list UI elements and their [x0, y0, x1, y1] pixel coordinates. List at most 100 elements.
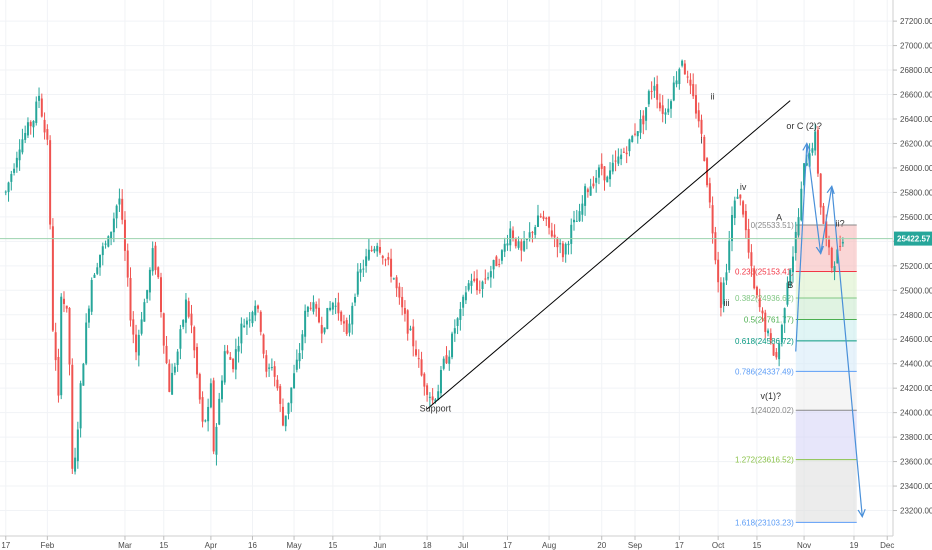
wave-label: i	[701, 135, 703, 145]
candle-body	[82, 363, 85, 386]
candle-body	[204, 420, 207, 422]
y-tick-label: 25200.00	[900, 262, 932, 271]
candle-body	[157, 267, 160, 278]
x-tick-label: 18	[423, 541, 432, 550]
candle-body	[412, 326, 415, 347]
candle-body	[775, 352, 778, 358]
candle-body	[71, 364, 74, 469]
candle-body	[329, 307, 332, 311]
y-tick-label: 27200.00	[900, 17, 932, 26]
wave-label: iii	[723, 298, 729, 308]
candle-body	[780, 324, 783, 343]
fib-level-label: 0.618(24586.72)	[735, 337, 794, 346]
candle-body	[237, 345, 240, 352]
candle-body	[836, 249, 839, 264]
candle-body	[633, 133, 636, 135]
fibonacci-retracement[interactable]: 0(25533.51) 0.236(25153.41) 0.382(24936.62…	[735, 221, 857, 527]
candle-body	[523, 241, 526, 251]
candle-body	[719, 282, 722, 308]
candle-body	[808, 153, 811, 167]
candle-body	[403, 308, 406, 314]
candle-body	[603, 166, 606, 181]
candle-body	[126, 250, 129, 278]
candle-body	[459, 308, 462, 320]
candle-body	[678, 69, 681, 85]
candle-body	[819, 173, 822, 208]
candle-body	[104, 243, 107, 245]
candle-body	[506, 243, 509, 246]
candle-body	[686, 76, 689, 78]
time-axis[interactable]: 17 Feb Mar 15 Apr 16 May 15 Jun 18 Jul 17 Aug 20 Sep 17…	[1, 536, 894, 550]
candle-body	[24, 133, 27, 140]
candle-body	[764, 312, 767, 332]
candle-body	[401, 296, 404, 308]
candle-body	[622, 151, 625, 153]
candle-body	[96, 267, 99, 274]
wave-label: Support	[420, 403, 452, 413]
candle-body	[426, 385, 429, 395]
plot-background	[0, 0, 893, 536]
candle-body	[661, 105, 664, 114]
candle-body	[531, 232, 534, 234]
candle-body	[503, 243, 506, 252]
candle-body	[495, 256, 498, 267]
candle-body	[595, 177, 598, 183]
projection-segment[interactable]	[820, 186, 832, 254]
candle-body	[354, 296, 357, 303]
candle-body	[631, 136, 634, 142]
candle-body	[825, 221, 828, 239]
candle-body	[87, 308, 90, 323]
candle-body	[487, 277, 490, 279]
candle-body	[10, 174, 13, 182]
candle-body	[331, 302, 334, 310]
candle-body	[173, 366, 176, 373]
candle-body	[428, 396, 431, 398]
candle-body	[462, 296, 465, 308]
candle-body	[154, 245, 157, 271]
x-tick-label: Oct	[712, 541, 725, 550]
candle-body	[74, 457, 77, 472]
candle-body	[658, 102, 661, 109]
candle-body	[387, 257, 390, 260]
y-tick-label: 26200.00	[900, 139, 932, 148]
projection-segment[interactable]	[806, 143, 821, 253]
candle-body	[606, 176, 609, 183]
candle-body	[536, 215, 539, 227]
candle-body	[548, 216, 551, 228]
candle-body	[670, 101, 673, 109]
candle-body	[750, 252, 753, 267]
y-tick-label: 23800.00	[900, 433, 932, 442]
candle-body	[822, 205, 825, 224]
candle-body	[26, 122, 29, 136]
y-tick-label: 26400.00	[900, 115, 932, 124]
candle-body	[772, 344, 775, 356]
candle-body	[683, 63, 686, 75]
candle-body	[539, 216, 542, 218]
candle-body	[35, 101, 38, 123]
fib-level-label: 0.236(25153.41)	[735, 268, 794, 277]
price-axis[interactable]: 23200.00 23400.00 23600.00 23800.00 24000.00…	[893, 17, 932, 516]
candle-body	[514, 237, 517, 247]
wave-label: ii	[711, 91, 715, 101]
y-tick-label: 23200.00	[900, 507, 932, 516]
candle-body	[112, 218, 115, 233]
y-tick-label: 27000.00	[900, 42, 932, 51]
projection-segment[interactable]	[795, 143, 807, 352]
wave-label: B	[787, 280, 793, 290]
projection-segment[interactable]	[831, 186, 862, 516]
candle-body	[198, 374, 201, 400]
y-tick-label: 23400.00	[900, 482, 932, 491]
fib-band	[795, 371, 857, 411]
candle-body	[38, 95, 41, 101]
candle-body	[564, 243, 567, 255]
candle-body	[151, 248, 154, 272]
candle-body	[697, 110, 700, 122]
drawings[interactable]	[0, 100, 893, 517]
candle-body	[68, 307, 71, 365]
candle-body	[190, 313, 193, 326]
support-trendline[interactable]	[426, 100, 791, 410]
candle-body	[165, 345, 168, 363]
candle-body	[708, 183, 711, 203]
candle-body	[830, 247, 833, 268]
candle-body	[29, 121, 32, 127]
